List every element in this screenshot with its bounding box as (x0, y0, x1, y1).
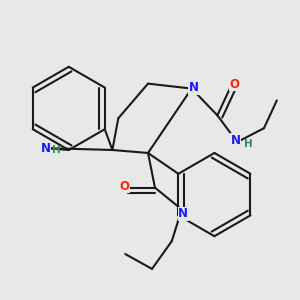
Text: H: H (244, 139, 253, 148)
Text: N: N (189, 82, 199, 94)
Text: N: N (178, 207, 188, 220)
Text: O: O (120, 180, 130, 193)
Text: N: N (40, 142, 50, 154)
Text: O: O (230, 78, 240, 91)
Text: N: N (231, 134, 241, 147)
Text: H: H (52, 145, 61, 154)
